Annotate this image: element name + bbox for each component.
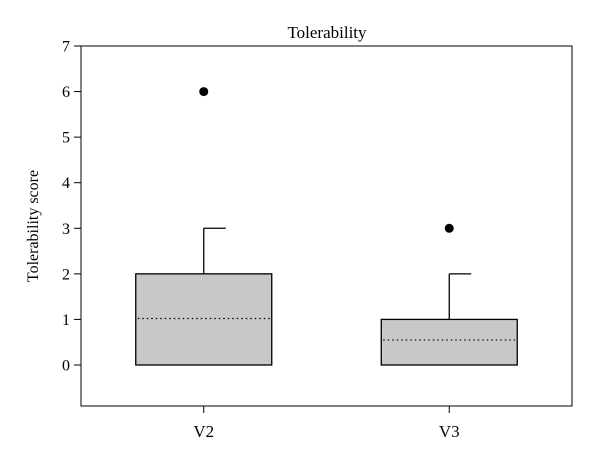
- y-tick-label: 6: [62, 84, 70, 101]
- y-tick-label: 4: [62, 175, 70, 192]
- x-tick-label: V3: [439, 422, 460, 441]
- y-tick-label: 2: [62, 266, 70, 283]
- plot-area-frame: [80, 45, 573, 407]
- y-tick-label: 1: [62, 312, 70, 329]
- outlier-point: [199, 87, 209, 97]
- outlier-point: [444, 223, 454, 233]
- x-tick-label: V2: [193, 422, 214, 441]
- y-tick-label: 0: [62, 357, 70, 374]
- y-axis: 0 1 2 3 4 5 6 7: [62, 39, 81, 374]
- chart-title: Tolerability: [287, 23, 367, 42]
- y-axis-label: Tolerability score: [25, 170, 42, 282]
- y-tick-label: 7: [62, 39, 70, 56]
- box-v2: [135, 273, 273, 366]
- y-tick-label: 3: [62, 221, 70, 238]
- box-v3: [380, 318, 518, 366]
- y-tick-label: 5: [62, 130, 70, 147]
- box-series: [135, 87, 518, 366]
- x-axis: V2 V3: [193, 406, 460, 441]
